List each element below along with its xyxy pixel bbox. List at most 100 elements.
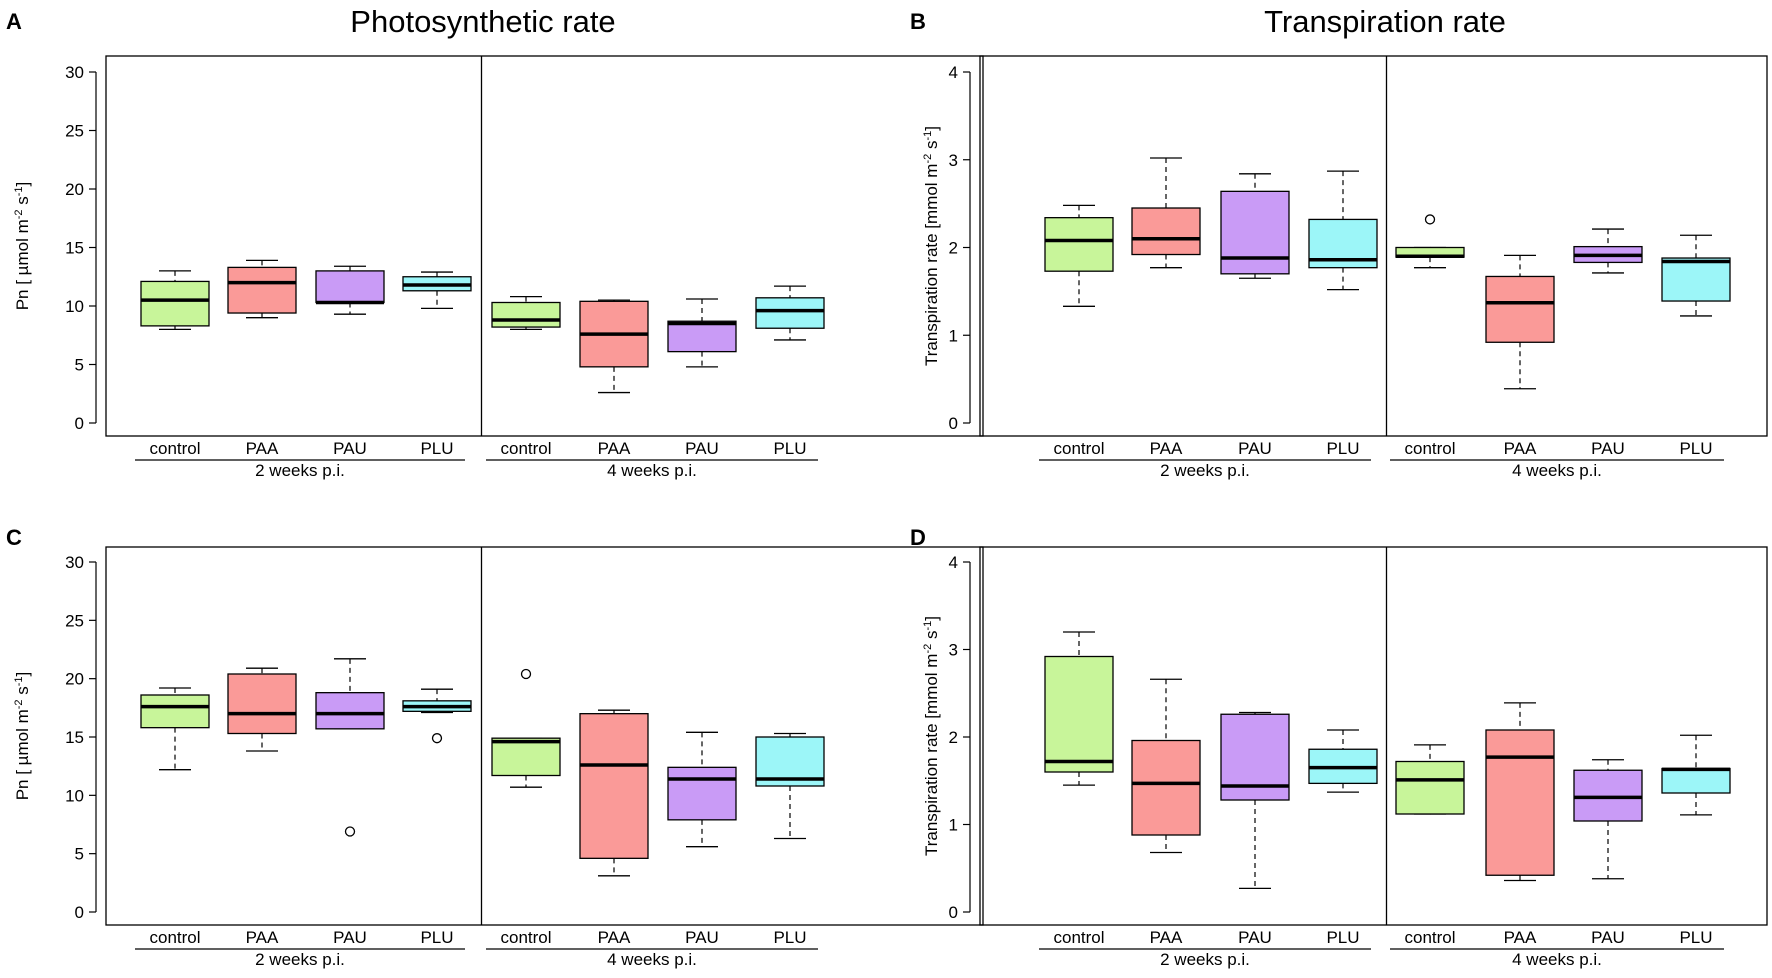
y-tick-label: 4: [949, 63, 958, 82]
y-tick-label: 0: [949, 414, 958, 433]
y-tick-label: 20: [65, 670, 84, 689]
outlier-point: [1424, 214, 1436, 225]
outlier-point: [431, 733, 443, 744]
x-tick-label: control: [1404, 439, 1455, 458]
x-tick-label: PLU: [1679, 928, 1712, 947]
y-tick-label: 5: [75, 356, 84, 375]
box-paa-4wk: [579, 709, 649, 877]
panel-letter: C: [6, 525, 22, 550]
panel-b: B Transpiration rate 0 1 2 3 4 Transpiration ra…: [910, 4, 1768, 480]
box-control-4wk: [491, 295, 561, 331]
box-plu-4wk: [755, 285, 825, 341]
box-control-4wk: [491, 668, 561, 788]
plot-frame: [105, 546, 984, 926]
box-iqr: [1131, 207, 1201, 256]
x-tick-label: control: [149, 928, 200, 947]
box-iqr: [667, 320, 737, 353]
box-iqr: [1661, 767, 1731, 794]
box-iqr: [1485, 729, 1555, 876]
box-iqr: [491, 301, 561, 328]
box-plu-2wk: [1308, 729, 1378, 793]
y-axis-label: Transpiration rate [mmol m-2 s-1]: [922, 616, 941, 856]
y-tick-label: 1: [949, 816, 958, 835]
y-tick-label: 30: [65, 63, 84, 82]
box-iqr: [667, 766, 737, 821]
y-tick-label: 3: [949, 641, 958, 660]
x-tick-label: PAA: [246, 439, 279, 458]
box-pau-4wk: [1573, 759, 1643, 880]
y-tick-label: 10: [65, 297, 84, 316]
x-tick-label: PLU: [1326, 439, 1359, 458]
box-iqr: [140, 280, 210, 327]
y-tick-label: 15: [65, 239, 84, 258]
y-tick-label: 3: [949, 151, 958, 170]
x-tick-label: PLU: [420, 928, 453, 947]
box-iqr: [315, 270, 385, 304]
box-plu-2wk: [402, 688, 472, 744]
box-iqr: [227, 673, 297, 735]
x-tick-label: PAA: [1150, 439, 1183, 458]
panel-title: Transpiration rate: [1264, 4, 1506, 39]
x-tick-label: PAU: [1591, 439, 1625, 458]
group-label: 4 weeks p.i.: [1512, 461, 1602, 480]
box-pau-4wk: [667, 298, 737, 368]
box-plu-4wk: [1661, 234, 1731, 317]
box-pau-4wk: [1573, 228, 1643, 274]
box-iqr: [1044, 217, 1114, 272]
box-paa-2wk: [227, 667, 297, 752]
x-tick-label: control: [500, 928, 551, 947]
x-tick-label: PAU: [685, 928, 719, 947]
box-control-4wk: [1395, 744, 1465, 815]
box-control-2wk: [1044, 631, 1114, 786]
y-axis-label: Pn [ µmol m-2 s-1]: [13, 672, 32, 801]
box-pau-4wk: [667, 731, 737, 848]
x-tick-label: PAU: [685, 439, 719, 458]
box-plu-2wk: [402, 271, 472, 309]
box-pau-2wk: [1220, 173, 1290, 279]
x-tick-label: PAA: [598, 928, 631, 947]
box-paa-4wk: [1485, 702, 1555, 882]
y-tick-label: 20: [65, 180, 84, 199]
box-control-4wk: [1395, 214, 1465, 269]
panel-title: Photosynthetic rate: [350, 4, 615, 39]
plot-frame: [105, 55, 984, 437]
group-label: 2 weeks p.i.: [255, 950, 345, 969]
y-tick-label: 0: [75, 903, 84, 922]
x-tick-label: PAU: [333, 439, 367, 458]
x-tick-label: PAA: [1150, 928, 1183, 947]
box-iqr: [140, 694, 210, 729]
y-tick-label: 25: [65, 611, 84, 630]
y-axis-label: Transpiration rate [mmol m-2 s-1]: [922, 126, 941, 366]
box-control-2wk: [140, 270, 210, 331]
x-tick-label: PAA: [598, 439, 631, 458]
box-iqr: [491, 737, 561, 777]
box-iqr: [755, 297, 825, 329]
group-label: 4 weeks p.i.: [1512, 950, 1602, 969]
y-tick-label: 2: [949, 728, 958, 747]
box-plu-4wk: [755, 732, 825, 840]
y-tick-label: 0: [75, 414, 84, 433]
box-iqr: [227, 266, 297, 314]
box-paa-4wk: [1485, 254, 1555, 390]
box-iqr: [1661, 257, 1731, 302]
group-label: 4 weeks p.i.: [607, 950, 697, 969]
box-iqr: [1131, 739, 1201, 836]
panel-letter: A: [6, 9, 22, 34]
box-plu-2wk: [1308, 170, 1378, 291]
x-tick-label: PAU: [1591, 928, 1625, 947]
y-tick-label: 10: [65, 786, 84, 805]
x-tick-label: PLU: [773, 439, 806, 458]
x-tick-label: PAA: [1504, 928, 1537, 947]
x-tick-label: PAA: [1504, 439, 1537, 458]
group-label: 2 weeks p.i.: [1160, 950, 1250, 969]
panel-letter: B: [910, 9, 926, 34]
y-tick-label: 1: [949, 326, 958, 345]
group-label: 2 weeks p.i.: [255, 461, 345, 480]
box-paa-4wk: [579, 299, 649, 394]
panel-d: D 0 1 2 3 4 Transpiration rate [mmol m-2 s-1] c…: [910, 525, 1768, 969]
panel-letter: D: [910, 525, 926, 550]
box-iqr: [579, 713, 649, 859]
